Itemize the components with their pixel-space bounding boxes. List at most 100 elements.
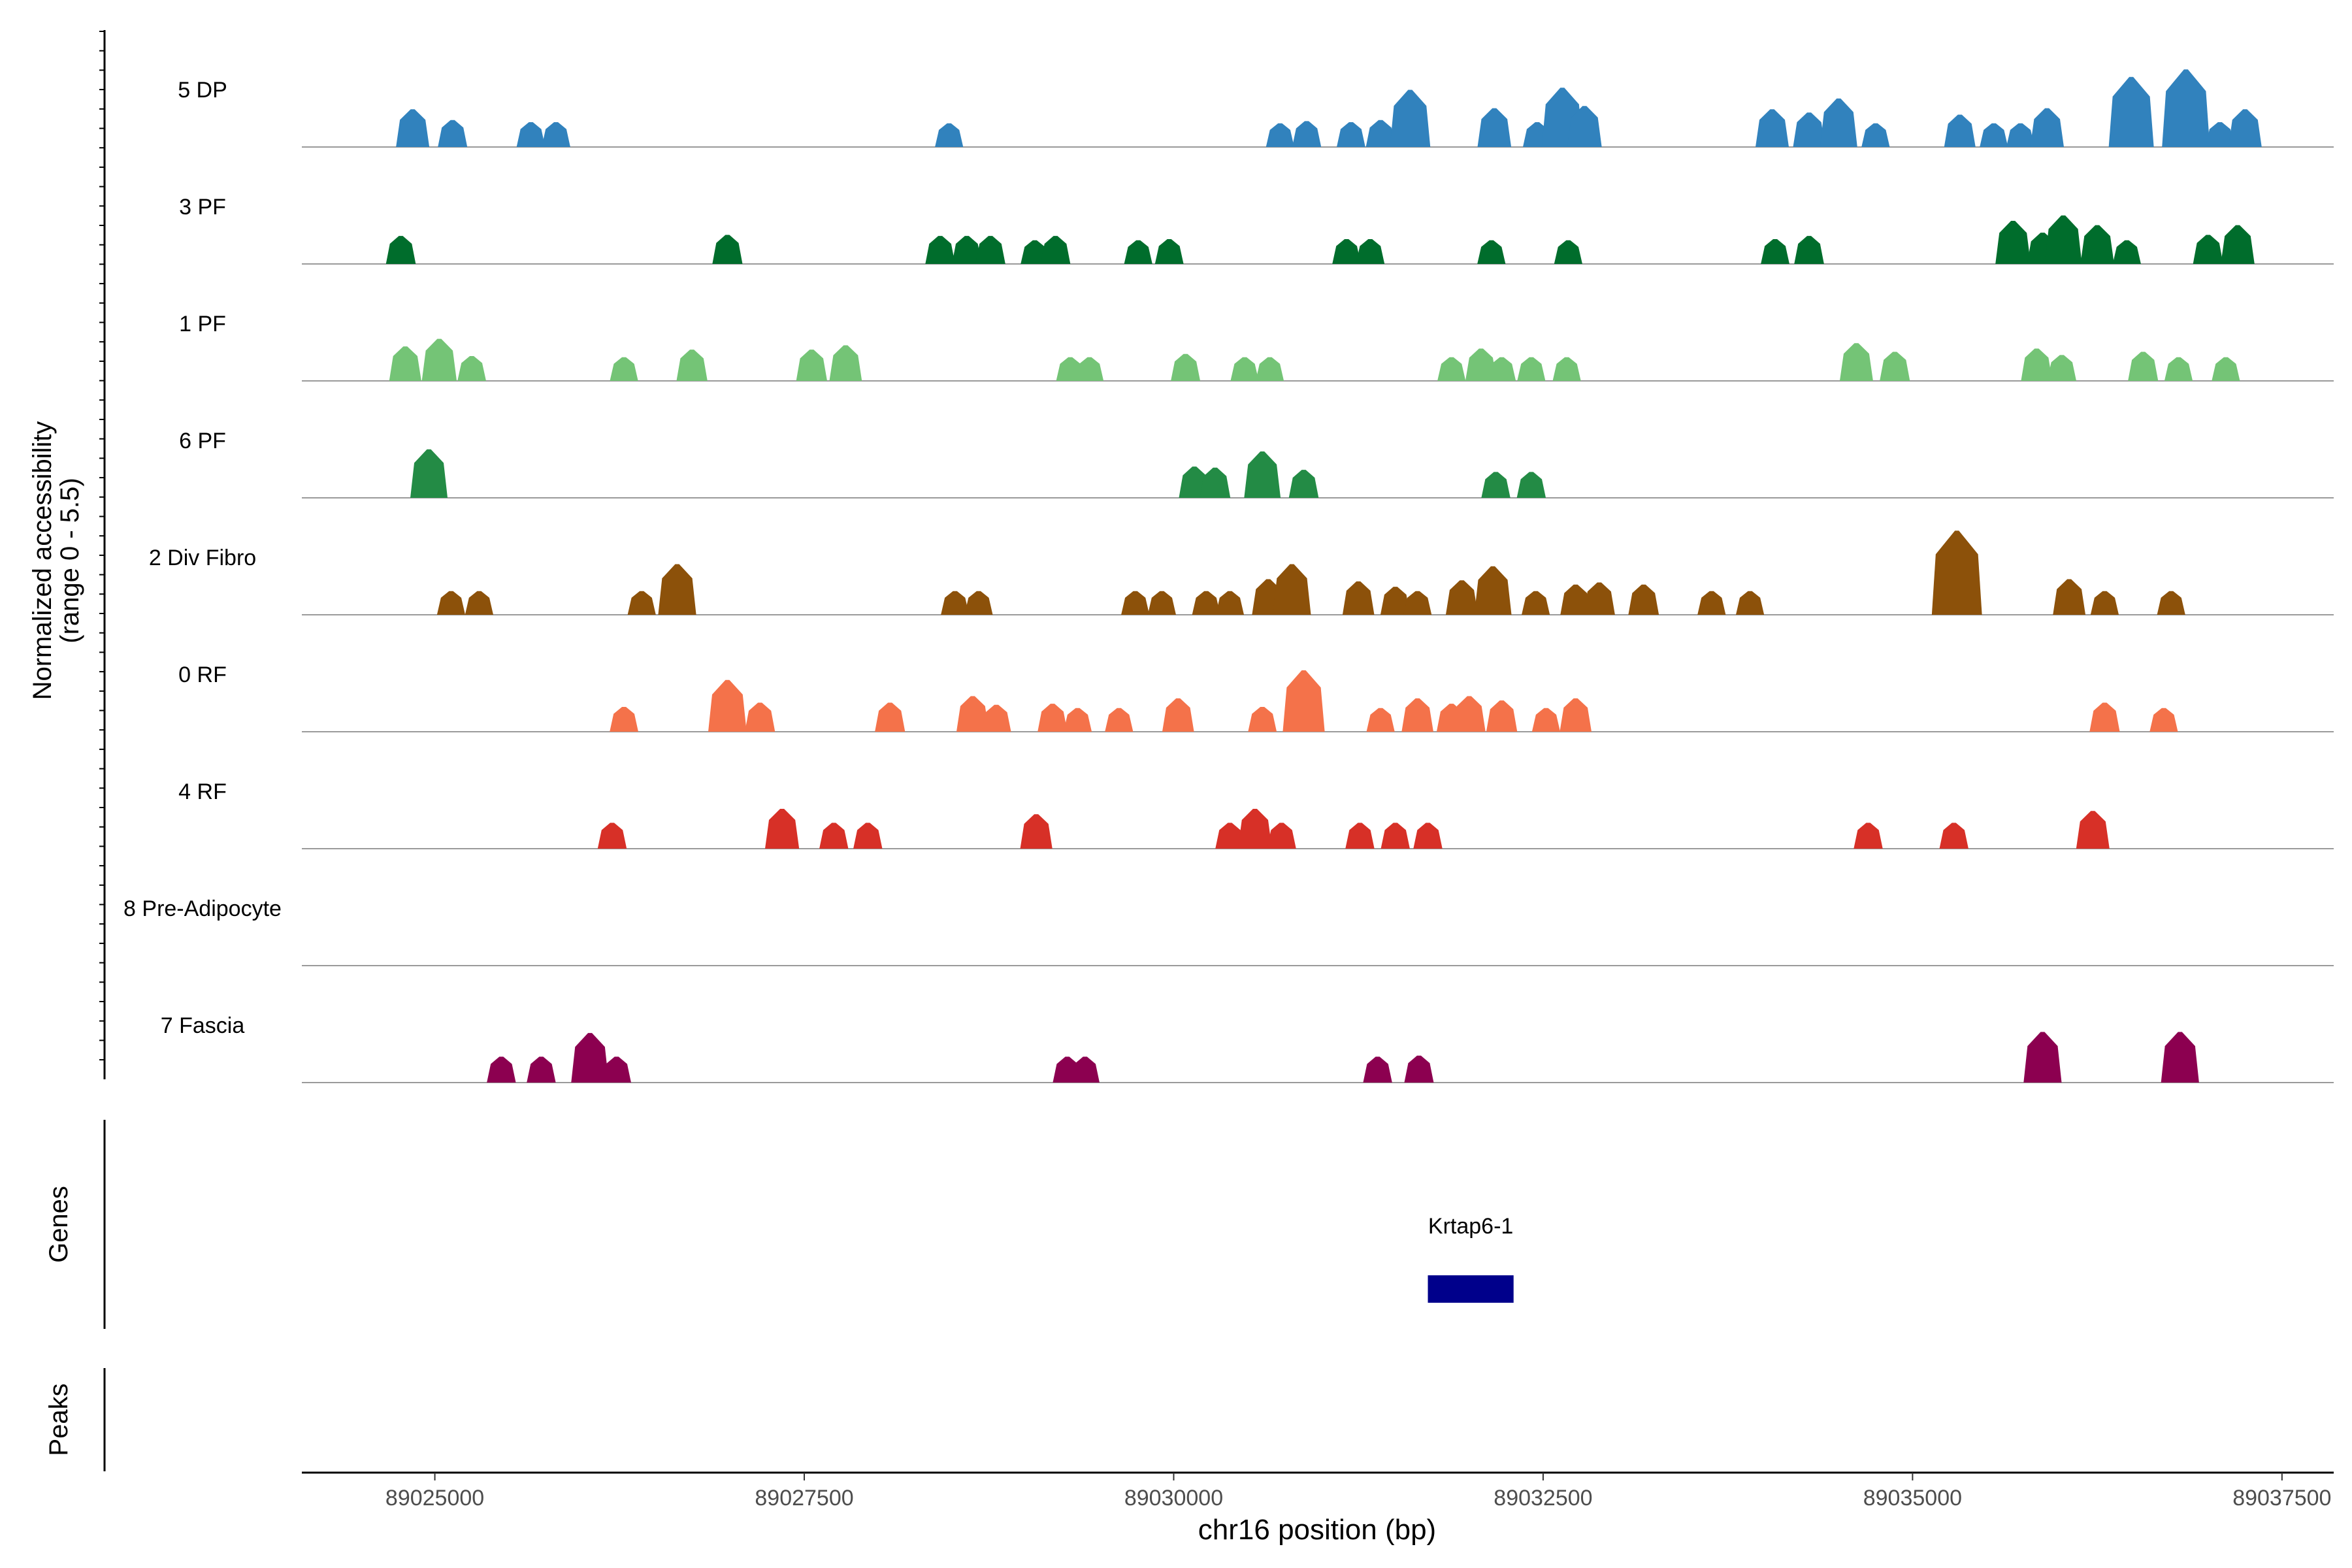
coverage-peak [2047,355,2077,381]
coverage-peak [1404,1055,1434,1083]
coverage-peak [1486,700,1518,732]
track-label: 4 RF [178,779,227,804]
coverage-peak [1437,357,1466,381]
track-7-fascia: 7 Fascia [161,1013,2334,1083]
coverage-peak [1980,123,2008,147]
coverage-peak [602,1056,631,1083]
track-2-div-fibro: 2 Div Fibro [149,531,2334,615]
coverage-peak [2023,1032,2062,1083]
coverage-peak [1121,591,1150,615]
coverage-peak [2090,591,2119,615]
coverage-peak [975,236,1005,264]
coverage-peak [2021,348,2053,381]
coverage-peak [1481,472,1511,498]
coverage-peak [2149,708,2178,732]
coverage-peak [1531,708,1561,732]
coverage-peak [1248,707,1277,732]
coverage-peak [410,449,448,498]
coverage-peak [1474,566,1512,615]
coverage-peak [1147,591,1176,615]
coverage-peak [925,236,955,264]
coverage-peak [516,122,546,147]
coverage-peak [1477,240,1506,264]
coverage-peak [2112,240,2141,264]
coverage-peak [819,823,849,849]
x-tick-label: 89037500 [2232,1486,2331,1511]
coverage-peak [465,591,494,615]
coverage-peak [708,679,747,732]
coverage-peak [1124,240,1152,264]
coverage-peak [571,1033,609,1083]
genes-panel-label: Genes [44,1186,73,1263]
coverage-peak [658,564,696,615]
coverage-peak [2221,225,2255,264]
coverage-peak [1931,531,1982,615]
coverage-peak [853,823,883,849]
track-label: 7 Fascia [161,1013,245,1038]
coverage-peak [627,591,656,615]
coverage-peak [1403,591,1432,615]
coverage-peak [421,338,457,381]
coverage-peak [436,591,466,615]
gene-label: Krtap6-1 [1428,1214,1513,1239]
track-label: 0 RF [178,662,227,687]
coverage-peak [2006,123,2035,147]
coverage-peak [542,122,570,147]
coverage-peak [1154,239,1184,264]
coverage-peak [676,350,708,381]
x-tick-label: 89025000 [385,1486,484,1511]
coverage-peak [941,591,970,615]
y-axis-ticks [99,31,105,1061]
coverage-peak [1266,123,1294,147]
coverage-peak [1363,1056,1392,1083]
coverage-peak [438,120,468,147]
x-axis-ticks: 89025000 89027500 89030000 89032500 89035000… [385,1473,2331,1511]
coverage-peak [2108,76,2154,147]
coverage-peak [1628,584,1659,615]
coverage-peak [2157,591,2185,615]
coverage-peak [1761,239,1789,264]
coverage-peak [1820,98,1857,147]
coverage-peak [487,1056,516,1083]
coverage-peak [1215,591,1245,615]
coverage-peak [796,350,828,381]
coverage-peak [1390,90,1431,147]
coverage-peak [1487,357,1516,381]
coverage-peak [2089,702,2120,732]
track-8-pre-adipocyte: 8 Pre-Adipocyte [123,896,2334,966]
coverage-peak [1445,580,1478,615]
coverage-peak [396,109,430,147]
coverage-peak [1020,814,1053,849]
track-0-rf: 0 RF [178,662,2334,732]
coverage-tracks: 5 DP 3 PF 1 PF 6 PF 2 Div Fibro 0 RF 4 RF 8 Pre… [123,69,2334,1083]
coverage-peak [1452,696,1486,732]
track-5-dp: 5 DP [178,69,2334,148]
y-axis-range-label: (range 0 - 5.5) [56,478,84,643]
coverage-peak [764,808,800,849]
coverage-peak [1356,239,1385,264]
coverage-peak [1366,708,1395,732]
coverage-peak [1365,120,1396,147]
track-4-rf: 4 RF [178,779,2334,849]
x-axis-label: chr16 position (bp) [1198,1514,1436,1546]
coverage-peak [1171,353,1201,381]
coverage-peak [385,236,416,264]
coverage-peak [1345,823,1375,849]
coverage-peak [610,357,638,381]
track-label: 2 Div Fibro [149,546,256,570]
x-tick-label: 89027500 [755,1486,853,1511]
coverage-peak [964,591,993,615]
coverage-peak [527,1056,556,1083]
coverage-peak [1267,823,1296,849]
coverage-peak [1342,581,1375,615]
track-6-pf: 6 PF [179,429,2334,498]
coverage-peak [1560,584,1592,615]
coverage-peak [1552,357,1581,381]
coverage-peak [1794,236,1824,264]
coverage-peak [1839,343,1873,381]
coverage-peak [1070,1056,1100,1083]
coverage-peak [389,346,421,381]
coverage-peak [2205,122,2234,147]
x-tick-label: 89035000 [1863,1486,1962,1511]
coverage-peak [745,702,776,732]
